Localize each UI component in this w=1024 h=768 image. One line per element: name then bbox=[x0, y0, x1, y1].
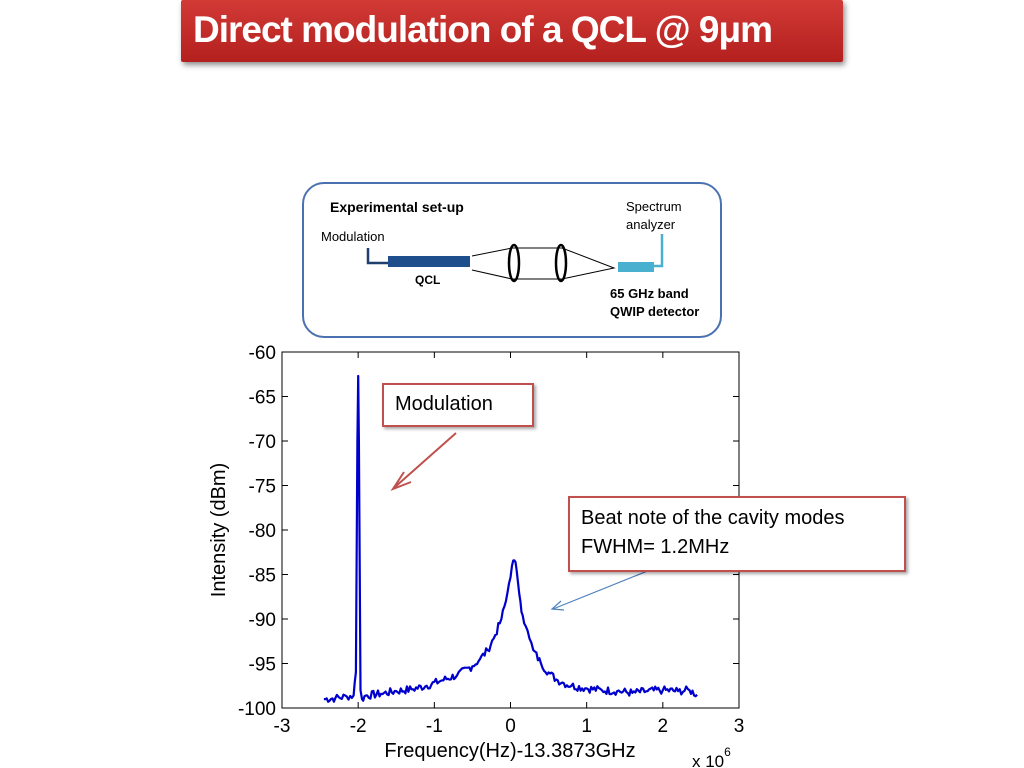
qcl-label: QCL bbox=[415, 273, 441, 287]
x-multiplier-exponent: 6 bbox=[724, 745, 731, 759]
y-tick-label: -75 bbox=[249, 477, 276, 498]
x-axis-label: Frequency(Hz)-13.3873GHz bbox=[384, 740, 635, 762]
analyzer-label-line1: Spectrum bbox=[626, 199, 682, 214]
y-tick-label: -90 bbox=[249, 610, 276, 631]
modulation-arrow bbox=[394, 432, 457, 488]
modulation-callout: Modulation bbox=[382, 383, 534, 427]
y-tick-label: -70 bbox=[249, 432, 276, 453]
x-tick-label: -1 bbox=[426, 716, 443, 737]
y-tick-label: -85 bbox=[249, 566, 276, 587]
y-tick-label: -100 bbox=[238, 699, 276, 720]
detector-label: 65 GHz band QWIP detector bbox=[610, 285, 699, 321]
qcl-laser bbox=[388, 256, 470, 267]
title-banner: Direct modulation of a QCL @ 9μm bbox=[181, 0, 843, 62]
beat-arrowhead bbox=[550, 600, 565, 611]
modulation-callout-text: Modulation bbox=[395, 393, 493, 415]
detector-label-line2: QWIP detector bbox=[610, 304, 700, 319]
x-tick-label: 1 bbox=[581, 716, 592, 737]
setup-diagram bbox=[366, 234, 664, 283]
x-multiplier-base: x 10 bbox=[692, 752, 724, 768]
analyzer-wire bbox=[654, 234, 664, 268]
modulation-label: Modulation bbox=[321, 229, 385, 244]
y-tick-label: -95 bbox=[249, 655, 276, 676]
analyzer-label-line2: analyzer bbox=[626, 217, 676, 232]
modulation-wire bbox=[366, 248, 388, 265]
beat-note-callout: Beat note of the cavity modes FWHM= 1.2M… bbox=[568, 496, 906, 572]
x-tick-label: -2 bbox=[350, 716, 367, 737]
y-axis-label: Intensity (dBm) bbox=[208, 463, 230, 597]
slide-title: Direct modulation of a QCL @ 9μm bbox=[193, 9, 773, 50]
setup-panel: Experimental set-up Modulation QCL Spect… bbox=[302, 182, 722, 338]
y-tick-label: -80 bbox=[249, 521, 276, 542]
x-multiplier: x 106 bbox=[692, 745, 731, 768]
beat-arrow bbox=[552, 565, 661, 610]
series-line bbox=[323, 374, 698, 703]
beat-note-text: Beat note of the cavity modes bbox=[581, 507, 845, 529]
fwhm-text: FWHM= 1.2MHz bbox=[581, 536, 730, 558]
setup-heading: Experimental set-up bbox=[330, 199, 464, 215]
detector-label-line1: 65 GHz band bbox=[610, 286, 689, 301]
x-tick-label: 3 bbox=[734, 716, 745, 737]
modulation-arrowhead bbox=[390, 471, 412, 492]
analyzer-label: Spectrum analyzer bbox=[626, 198, 682, 234]
x-tick-label: 2 bbox=[658, 716, 669, 737]
lens-1 bbox=[507, 243, 521, 283]
x-tick-label: -3 bbox=[274, 716, 291, 737]
y-tick-label: -60 bbox=[249, 343, 276, 364]
y-tick-label: -65 bbox=[249, 388, 276, 409]
x-tick-label: 0 bbox=[505, 716, 516, 737]
lens-2 bbox=[554, 243, 568, 283]
qwip-detector bbox=[618, 262, 654, 272]
